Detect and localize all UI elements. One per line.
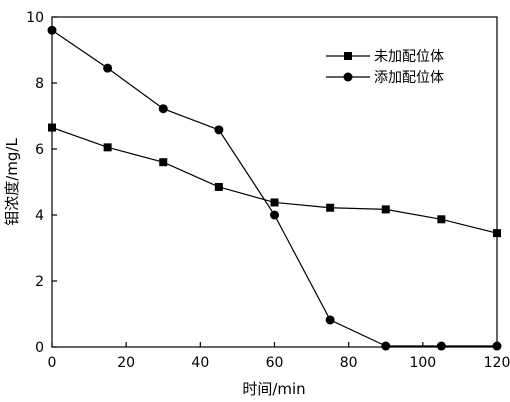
- data-point-square: [270, 198, 279, 207]
- data-point-square: [103, 143, 112, 152]
- x-tick-label: 20: [117, 355, 135, 371]
- x-tick-label: 120: [484, 355, 510, 371]
- x-tick-label: 80: [340, 355, 358, 371]
- x-tick-label: 100: [409, 355, 436, 371]
- y-tick-label: 8: [35, 76, 44, 92]
- plot-frame: [51, 16, 498, 348]
- data-point-circle: [436, 341, 446, 351]
- y-tick-label: 4: [35, 208, 44, 224]
- legend-label-series-1: 添加配位体: [374, 70, 444, 86]
- axis-ticks: 0 20 40 60 80 100 120 0 2 4 6 8 10: [26, 10, 510, 371]
- x-tick-label: 0: [48, 355, 57, 371]
- legend-marker-circle: [343, 72, 353, 82]
- data-point-circle: [47, 25, 57, 35]
- x-tick-label: 60: [266, 355, 284, 371]
- y-tick-label: 0: [35, 340, 44, 356]
- data-point-circle: [270, 210, 279, 220]
- legend: 未加配位体 添加配位体: [326, 49, 444, 86]
- data-point-square: [326, 203, 335, 212]
- data-point-circle: [381, 341, 391, 351]
- legend-marker-square: [344, 52, 352, 60]
- data-point-circle: [158, 104, 168, 114]
- data-point-circle: [103, 63, 113, 73]
- x-axis-label: 时间/min: [242, 380, 305, 398]
- x-tick-label: 40: [191, 355, 209, 371]
- data-point-square: [381, 205, 390, 214]
- y-tick-label: 2: [35, 274, 44, 290]
- data-point-circle: [214, 125, 224, 135]
- y-axis-label: 钼浓度/mg/L: [3, 138, 21, 226]
- data-point-circle: [325, 315, 335, 325]
- data-point-square: [48, 123, 56, 132]
- data-point-square: [159, 158, 168, 167]
- data-point-circle: [492, 341, 502, 351]
- data-point-square: [214, 182, 223, 191]
- y-tick-label: 6: [35, 142, 44, 158]
- data-point-square: [437, 215, 446, 224]
- legend-label-series-0: 未加配位体: [374, 49, 444, 65]
- y-tick-label: 10: [26, 10, 44, 26]
- series-markers: [47, 25, 502, 351]
- data-point-square: [493, 229, 501, 238]
